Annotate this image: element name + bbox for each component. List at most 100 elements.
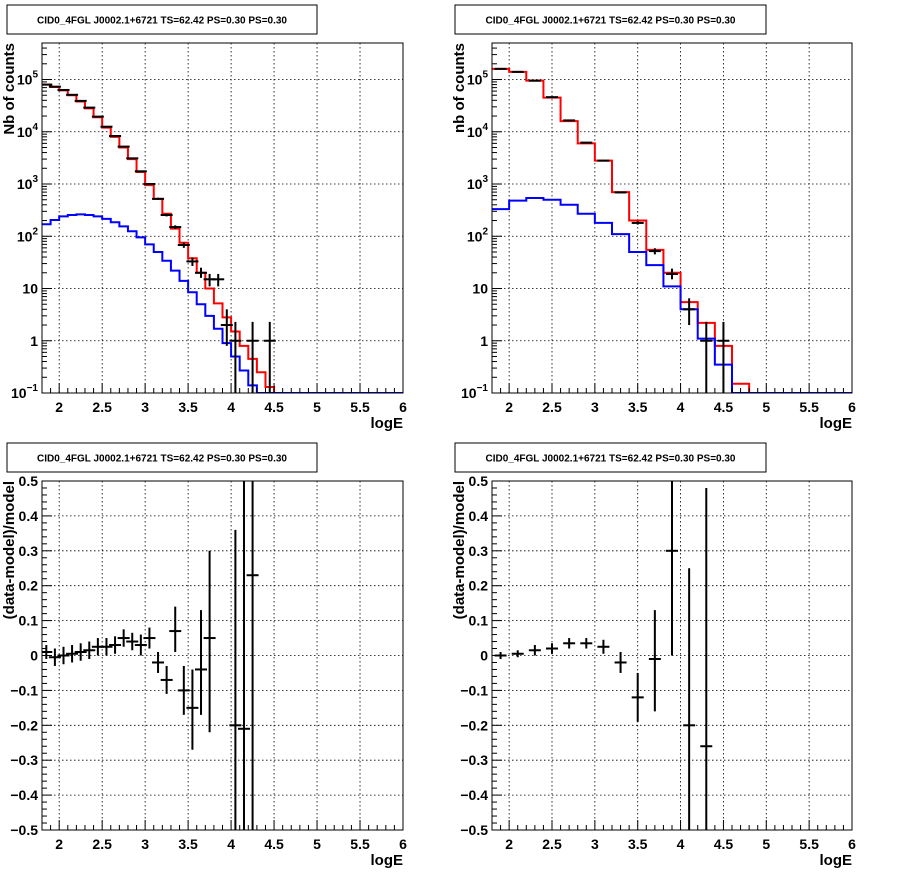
x-tick-label: 6 (848, 399, 856, 415)
data-point (263, 321, 276, 393)
x-tick-label: 2 (55, 399, 63, 415)
y-tick-label: −0.3 (460, 752, 488, 768)
y-axis-ticks (42, 480, 52, 831)
title-box (6, 442, 318, 473)
title-box (454, 442, 767, 473)
y-tick-label: 0.1 (469, 613, 489, 629)
data-point (237, 481, 250, 830)
data-point (152, 197, 165, 200)
y-tick-label-exponent: 4 (482, 122, 488, 133)
x-tick-label: 3 (141, 399, 149, 415)
data-point (580, 141, 593, 144)
y-tick-label: 0.3 (469, 543, 489, 559)
x-tick-label: 2.5 (542, 399, 562, 415)
data-point (195, 610, 208, 715)
data-point (100, 638, 113, 656)
y-tick-label: 0.3 (19, 543, 39, 559)
y-tick-label: 0 (30, 648, 38, 664)
x-axis-label: logE (371, 852, 404, 869)
data-point (57, 646, 70, 665)
y-tick-label-exponent: −1 (477, 383, 489, 394)
y-tick-label-exponent: 2 (32, 226, 38, 237)
data-point (229, 321, 242, 393)
data-point (126, 157, 139, 160)
y-tick-label: 0 (480, 648, 488, 664)
data-point (160, 213, 173, 217)
data-point (109, 636, 122, 654)
x-tick-label: 5.5 (350, 399, 370, 415)
y-tick-label-base: 10 (17, 176, 33, 192)
y-tick-label-exponent: 3 (32, 174, 38, 185)
data-point (177, 665, 190, 715)
plot-area (492, 67, 852, 393)
data-point (546, 643, 558, 654)
data-point (117, 145, 130, 148)
y-tick-label-base: 10 (467, 124, 483, 140)
data-point (152, 652, 165, 673)
y-axis-label: Nb of counts (1, 43, 18, 135)
data-point (220, 309, 233, 346)
y-tick-label: 0.5 (19, 473, 39, 489)
data-point (169, 225, 182, 229)
data-point (109, 134, 122, 137)
y-tick-label: −0.4 (10, 787, 38, 803)
data-point (100, 125, 113, 128)
data-point (683, 568, 696, 830)
total-model-line (42, 83, 403, 393)
y-tick-label: 105 (17, 70, 39, 88)
data-point (143, 627, 156, 649)
title-box (454, 4, 767, 35)
data-point (169, 606, 182, 653)
data-point (203, 550, 216, 733)
data-point (700, 321, 713, 393)
x-tick-label: 3.5 (628, 836, 648, 852)
panel-title: CID0_4FGL J0002.1+6721 TS=62.42 PS=0.30 … (37, 16, 287, 27)
data-point (614, 652, 627, 673)
data-point (134, 634, 147, 656)
y-tick-label: −0.5 (460, 822, 488, 838)
x-tick-label: 4 (677, 399, 685, 415)
data-point (66, 645, 79, 663)
data-point (631, 672, 644, 722)
x-tick-label: 3 (591, 399, 599, 415)
x-tick-label: 4 (227, 836, 235, 852)
x-tick-label: 6 (848, 836, 856, 852)
y-tick-label-exponent: 2 (482, 226, 488, 237)
y-tick-label: −0.1 (10, 682, 38, 698)
x-tick-label: 5 (313, 836, 321, 852)
y-tick-label: 104 (17, 122, 39, 140)
data-point (246, 321, 259, 393)
y-axis-ticks (42, 42, 52, 394)
data-point (48, 648, 61, 666)
data-point (143, 183, 156, 186)
data-point (186, 257, 199, 266)
total-model-line (492, 67, 852, 393)
x-tick-label: 2.5 (92, 399, 112, 415)
data-point (580, 638, 593, 649)
y-tick-label: −0.4 (460, 787, 488, 803)
y-tick-label-base: 10 (467, 72, 483, 88)
x-tick-label: 3.5 (178, 836, 198, 852)
x-tick-label: 4.5 (264, 836, 284, 852)
y-tick-label: 0.1 (19, 613, 39, 629)
y-tick-label-exponent: −1 (27, 383, 39, 394)
data-point (186, 669, 199, 750)
data-point (648, 248, 661, 255)
x-axis-ticks (491, 383, 853, 393)
data-point (177, 242, 190, 248)
y-tick-label-base: 10 (461, 385, 477, 401)
title-box (6, 4, 318, 35)
y-tick-label: 1 (480, 333, 488, 349)
y-tick-label-exponent: 3 (482, 174, 488, 185)
y-tick-label: 10−1 (11, 383, 38, 401)
x-axis-ticks (41, 820, 404, 830)
data-point (648, 610, 661, 712)
x-tick-label: 4.5 (714, 836, 734, 852)
plot-area (494, 481, 713, 830)
x-tick-label: 6 (399, 836, 407, 852)
y-tick-label-base: 10 (11, 385, 27, 401)
x-tick-label: 3 (141, 836, 149, 852)
data-point (666, 268, 678, 280)
data-point (229, 529, 242, 830)
